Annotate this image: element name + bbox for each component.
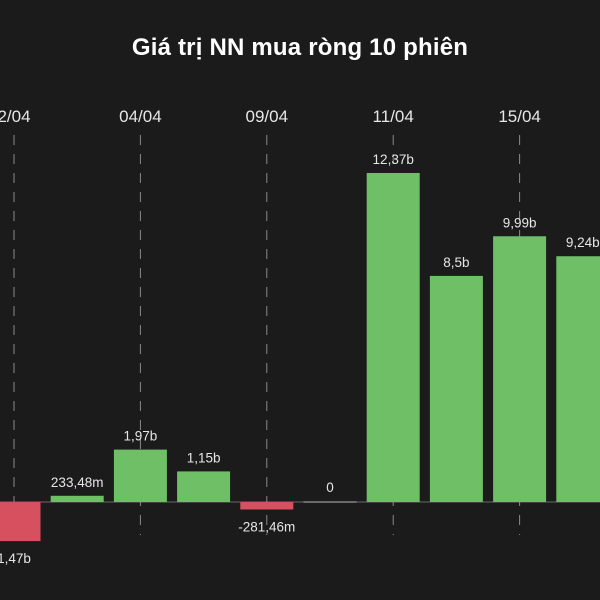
x-tick-label: 09/04 (246, 107, 289, 126)
x-tick-label: 2/04 (0, 107, 31, 126)
bar (556, 256, 600, 502)
bar (366, 172, 420, 502)
bar (303, 501, 357, 503)
bar (177, 471, 231, 502)
x-tick-label: 11/04 (373, 107, 414, 126)
data-label: 9,99b (503, 215, 537, 230)
bar (493, 236, 547, 503)
data-label: 1,15b (187, 450, 221, 465)
bar (240, 502, 294, 510)
data-label: 233,48m (51, 475, 104, 490)
chart-title: Giá trị NN mua ròng 10 phiên (131, 34, 469, 61)
x-tick-label: 04/04 (119, 107, 162, 126)
bar (113, 449, 167, 502)
data-label: 8,5b (443, 255, 469, 270)
bar (0, 502, 41, 542)
data-label: 1,47b (0, 551, 31, 566)
data-label: 12,37b (373, 152, 414, 167)
x-tick-label: 15/04 (498, 107, 541, 126)
bar (429, 275, 483, 502)
data-label: 1,97b (124, 429, 158, 444)
data-label: 9,24b (566, 235, 600, 250)
data-label: -281,46m (238, 519, 295, 534)
bar (50, 495, 104, 502)
data-label: 0 (326, 480, 334, 495)
